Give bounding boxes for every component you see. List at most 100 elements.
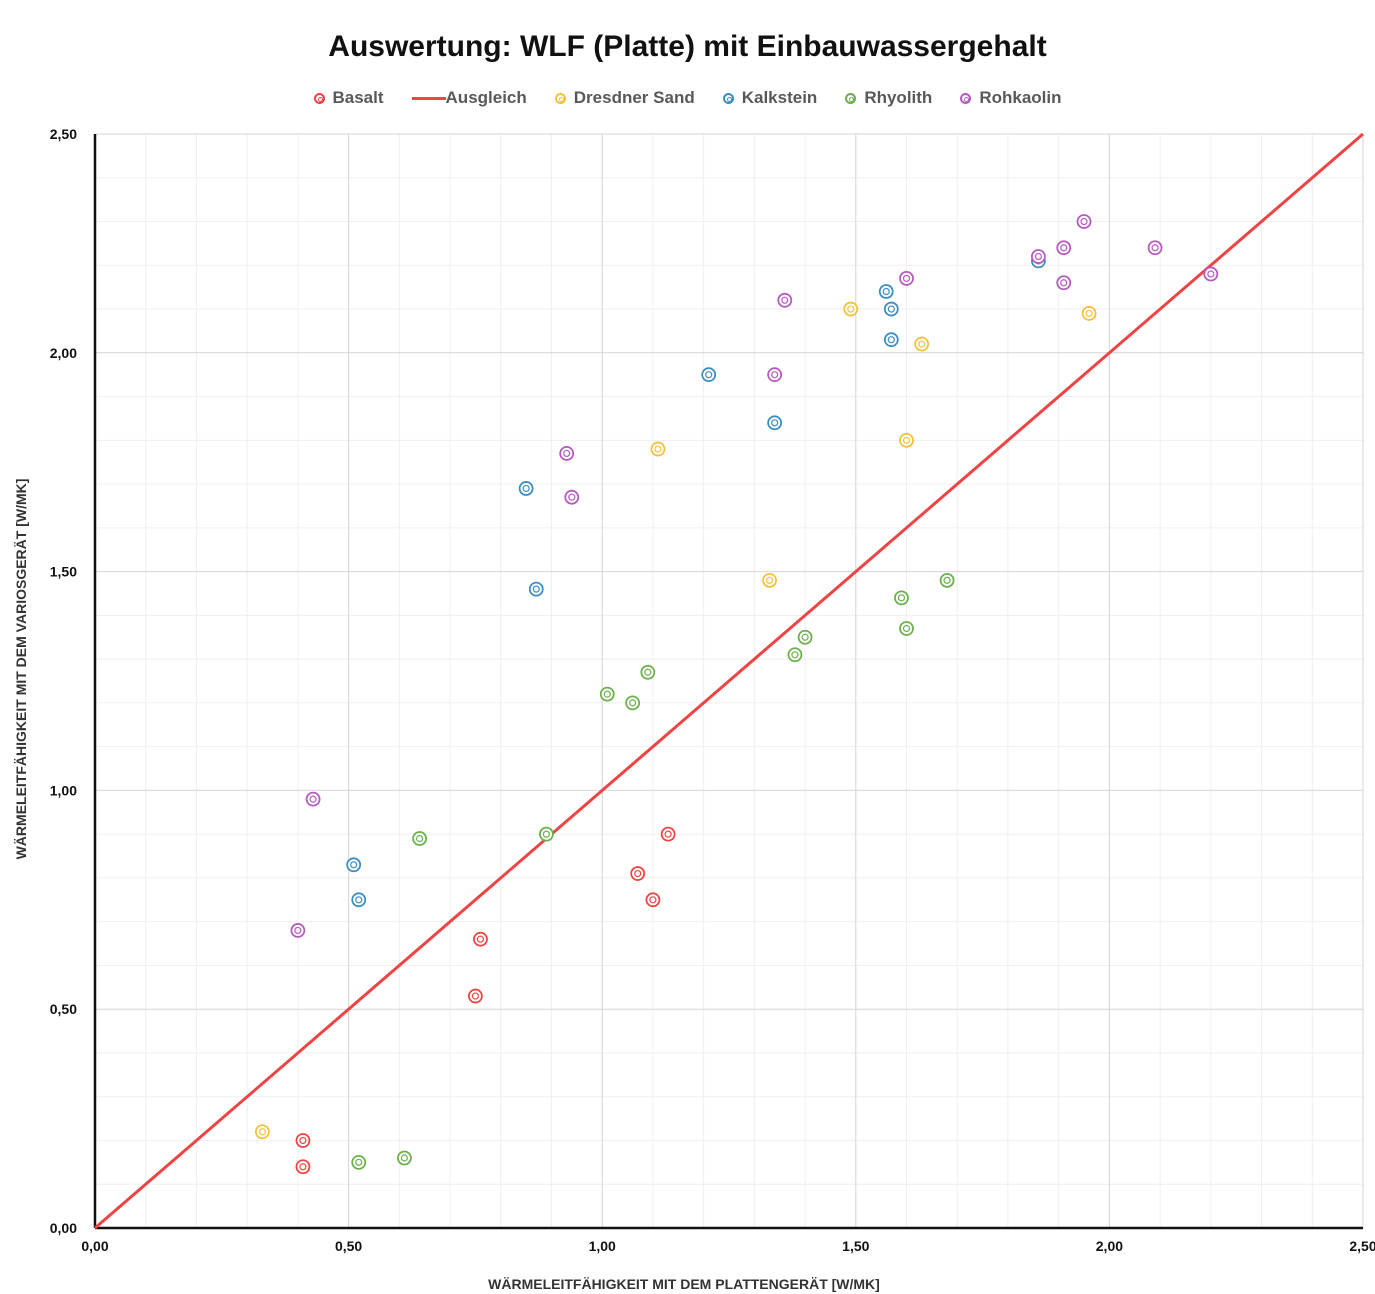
legend-label-kalkstein: Kalkstein [741,88,818,107]
data-point-dresdner-sand [843,301,859,317]
data-point-basalt [630,866,646,881]
data-point-rhyolith-inner [801,633,809,641]
legend-marker-dresdner-sand [554,92,566,104]
y-tick-label: 2,50 [50,126,77,142]
data-point-kalkstein [878,284,894,299]
data-point-rohkaolin [1147,240,1163,256]
data-point-rhyolith-inner [355,1158,363,1166]
x-axis-title: WÄRMELEITFÄHIGKEIT MIT DEM PLATTENGERÄT … [488,1276,880,1292]
data-point-rohkaolin-inner [563,449,571,458]
data-point-rohkaolin-inner [1060,244,1068,252]
data-point-rohkaolin [777,292,793,308]
y-tick-label: 0,50 [50,1001,77,1017]
data-point-kalkstein-inner [532,585,540,593]
x-tick-label: 1,00 [589,1238,616,1254]
legend-label-ausgleich: Ausgleich [445,88,527,107]
data-point-kalkstein-inner [882,287,890,296]
data-point-rhyolith-inner [603,690,611,698]
data-point-rhyolith-inner [542,830,551,838]
data-point-rhyolith [899,621,914,636]
data-point-kalkstein-inner [350,861,358,869]
data-point-dresdner-sand [762,572,777,588]
data-point-kalkstein [883,301,899,317]
y-tick-label: 1,00 [50,782,77,798]
data-point-basalt [473,931,488,947]
data-point-rhyolith [939,572,955,588]
data-point-rohkaolin-inner [309,795,317,803]
data-point-rhyolith [396,1150,412,1166]
data-point-kalkstein-inner [887,336,895,344]
data-point-rhyolith [599,686,615,702]
y-tick-label: 1,50 [50,564,77,580]
data-point-rohkaolin-inner [902,274,911,283]
data-point-rohkaolin-inner [1060,279,1068,287]
legend-item-basalt: Basalt [313,88,384,108]
data-point-rhyolith [539,826,554,842]
data-point-kalkstein [528,581,544,597]
data-point-basalt [645,892,661,908]
chart-title: Auswertung: WLF (Platte) mit Einbauwasse… [328,30,1047,63]
data-point-rhyolith-inner [629,699,637,707]
data-point-rhyolith [640,664,656,680]
data-point-rhyolith [894,590,909,606]
data-point-rohkaolin-inner [1034,252,1042,261]
data-point-rohkaolin [1076,214,1092,229]
data-point-dresdner-sand-inner [847,305,855,313]
data-point-dresdner-sand-inner [654,445,662,453]
data-point-rohkaolin [1203,266,1219,282]
data-point-basalt [660,826,676,842]
data-point-rhyolith-inner [400,1154,408,1162]
data-point-kalkstein [346,857,362,873]
data-point-rohkaolin [1056,275,1072,291]
data-point-rohkaolin [767,367,783,383]
data-point-basalt-inner [649,896,657,904]
data-point-basalt-inner [476,935,485,943]
legend-marker-rohkaolin [960,92,972,104]
data-point-rohkaolin [290,923,306,938]
legend-marker-kalkstein [722,92,734,104]
legend-label-rhyolith: Rhyolith [864,88,933,107]
data-point-dresdner-sand [254,1124,270,1140]
data-point-rhyolith [351,1154,367,1170]
legend-marker-ausgleich [411,96,446,100]
data-point-kalkstein [351,892,367,908]
data-point-dresdner-sand-inner [258,1128,266,1136]
legend-item-kalkstein: Kalkstein [722,88,818,108]
legend: Basalt Ausgleich Dresdner Sand Kalkstein Rhy… [0,86,1375,110]
data-point-basalt-inner [299,1163,307,1171]
data-point-dresdner-sand [914,336,930,352]
x-tick-label: 1,50 [842,1238,869,1254]
data-point-basalt [295,1159,311,1175]
data-point-rohkaolin-inner [781,296,789,304]
series-line-ausgleich [94,132,1364,1230]
data-point-kalkstein [518,481,534,496]
x-tick-label: 0,00 [81,1238,108,1254]
data-point-basalt [467,988,483,1004]
data-point-kalkstein [701,367,717,383]
data-point-rhyolith [625,695,641,711]
data-point-rohkaolin-inner [1207,270,1215,278]
legend-label-rohkaolin: Rohkaolin [979,88,1062,107]
data-point-dresdner-sand [899,432,914,448]
data-point-rhyolith [787,647,803,663]
data-point-dresdner-sand-inner [902,436,911,444]
x-tick-label: 0,50 [335,1238,362,1254]
data-point-dresdner-sand-inner [1085,309,1093,318]
legend-label-dresdner-sand: Dresdner Sand [573,88,695,107]
data-point-rohkaolin-inner [294,926,302,935]
legend-item-dresdner-sand: Dresdner Sand [554,88,695,108]
data-point-rohkaolin [564,489,580,505]
data-point-rhyolith-inner [791,651,799,659]
legend-item-rhyolith: Rhyolith [845,88,932,108]
data-point-rohkaolin [305,791,321,807]
data-point-basalt-inner [634,869,642,878]
data-point-basalt-inner [471,992,479,1000]
data-point-dresdner-sand-inner [765,576,774,584]
data-point-kalkstein-inner [705,371,713,379]
legend-marker-basalt [313,92,325,104]
data-point-rhyolith [797,629,813,645]
legend-item-ausgleich: Ausgleich [411,88,527,108]
data-point-rohkaolin-inner [568,493,576,501]
data-point-kalkstein-inner [771,419,779,427]
data-point-rhyolith-inner [943,576,951,584]
